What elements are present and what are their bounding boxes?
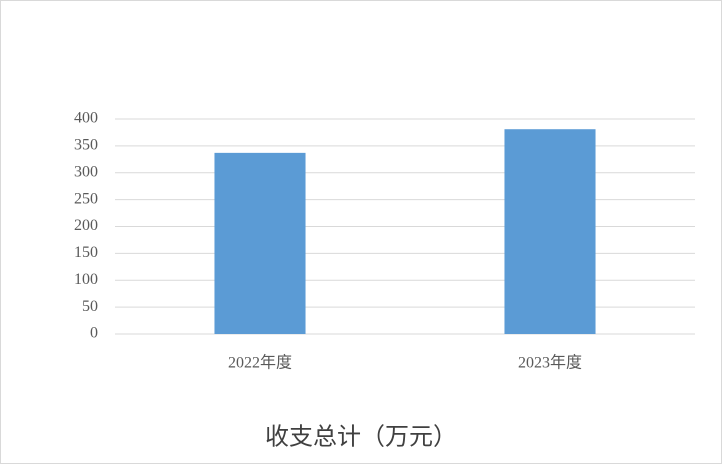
y-tick-label: 350 (74, 137, 98, 154)
y-tick-label: 200 (74, 217, 98, 234)
y-tick-label: 100 (74, 271, 98, 288)
x-tick-label: 2023年度 (518, 354, 582, 372)
y-tick-label: 400 (74, 110, 98, 127)
y-tick-label: 0 (90, 325, 98, 342)
y-tick-label: 50 (82, 298, 98, 315)
y-tick-label: 250 (74, 190, 98, 207)
x-tick-label: 2022年度 (228, 354, 292, 372)
chart-title: 收支总计（万元） (265, 424, 457, 451)
y-tick-label: 150 (74, 244, 98, 261)
bar (214, 152, 306, 334)
y-tick-label: 300 (74, 163, 98, 180)
bar (504, 129, 596, 334)
